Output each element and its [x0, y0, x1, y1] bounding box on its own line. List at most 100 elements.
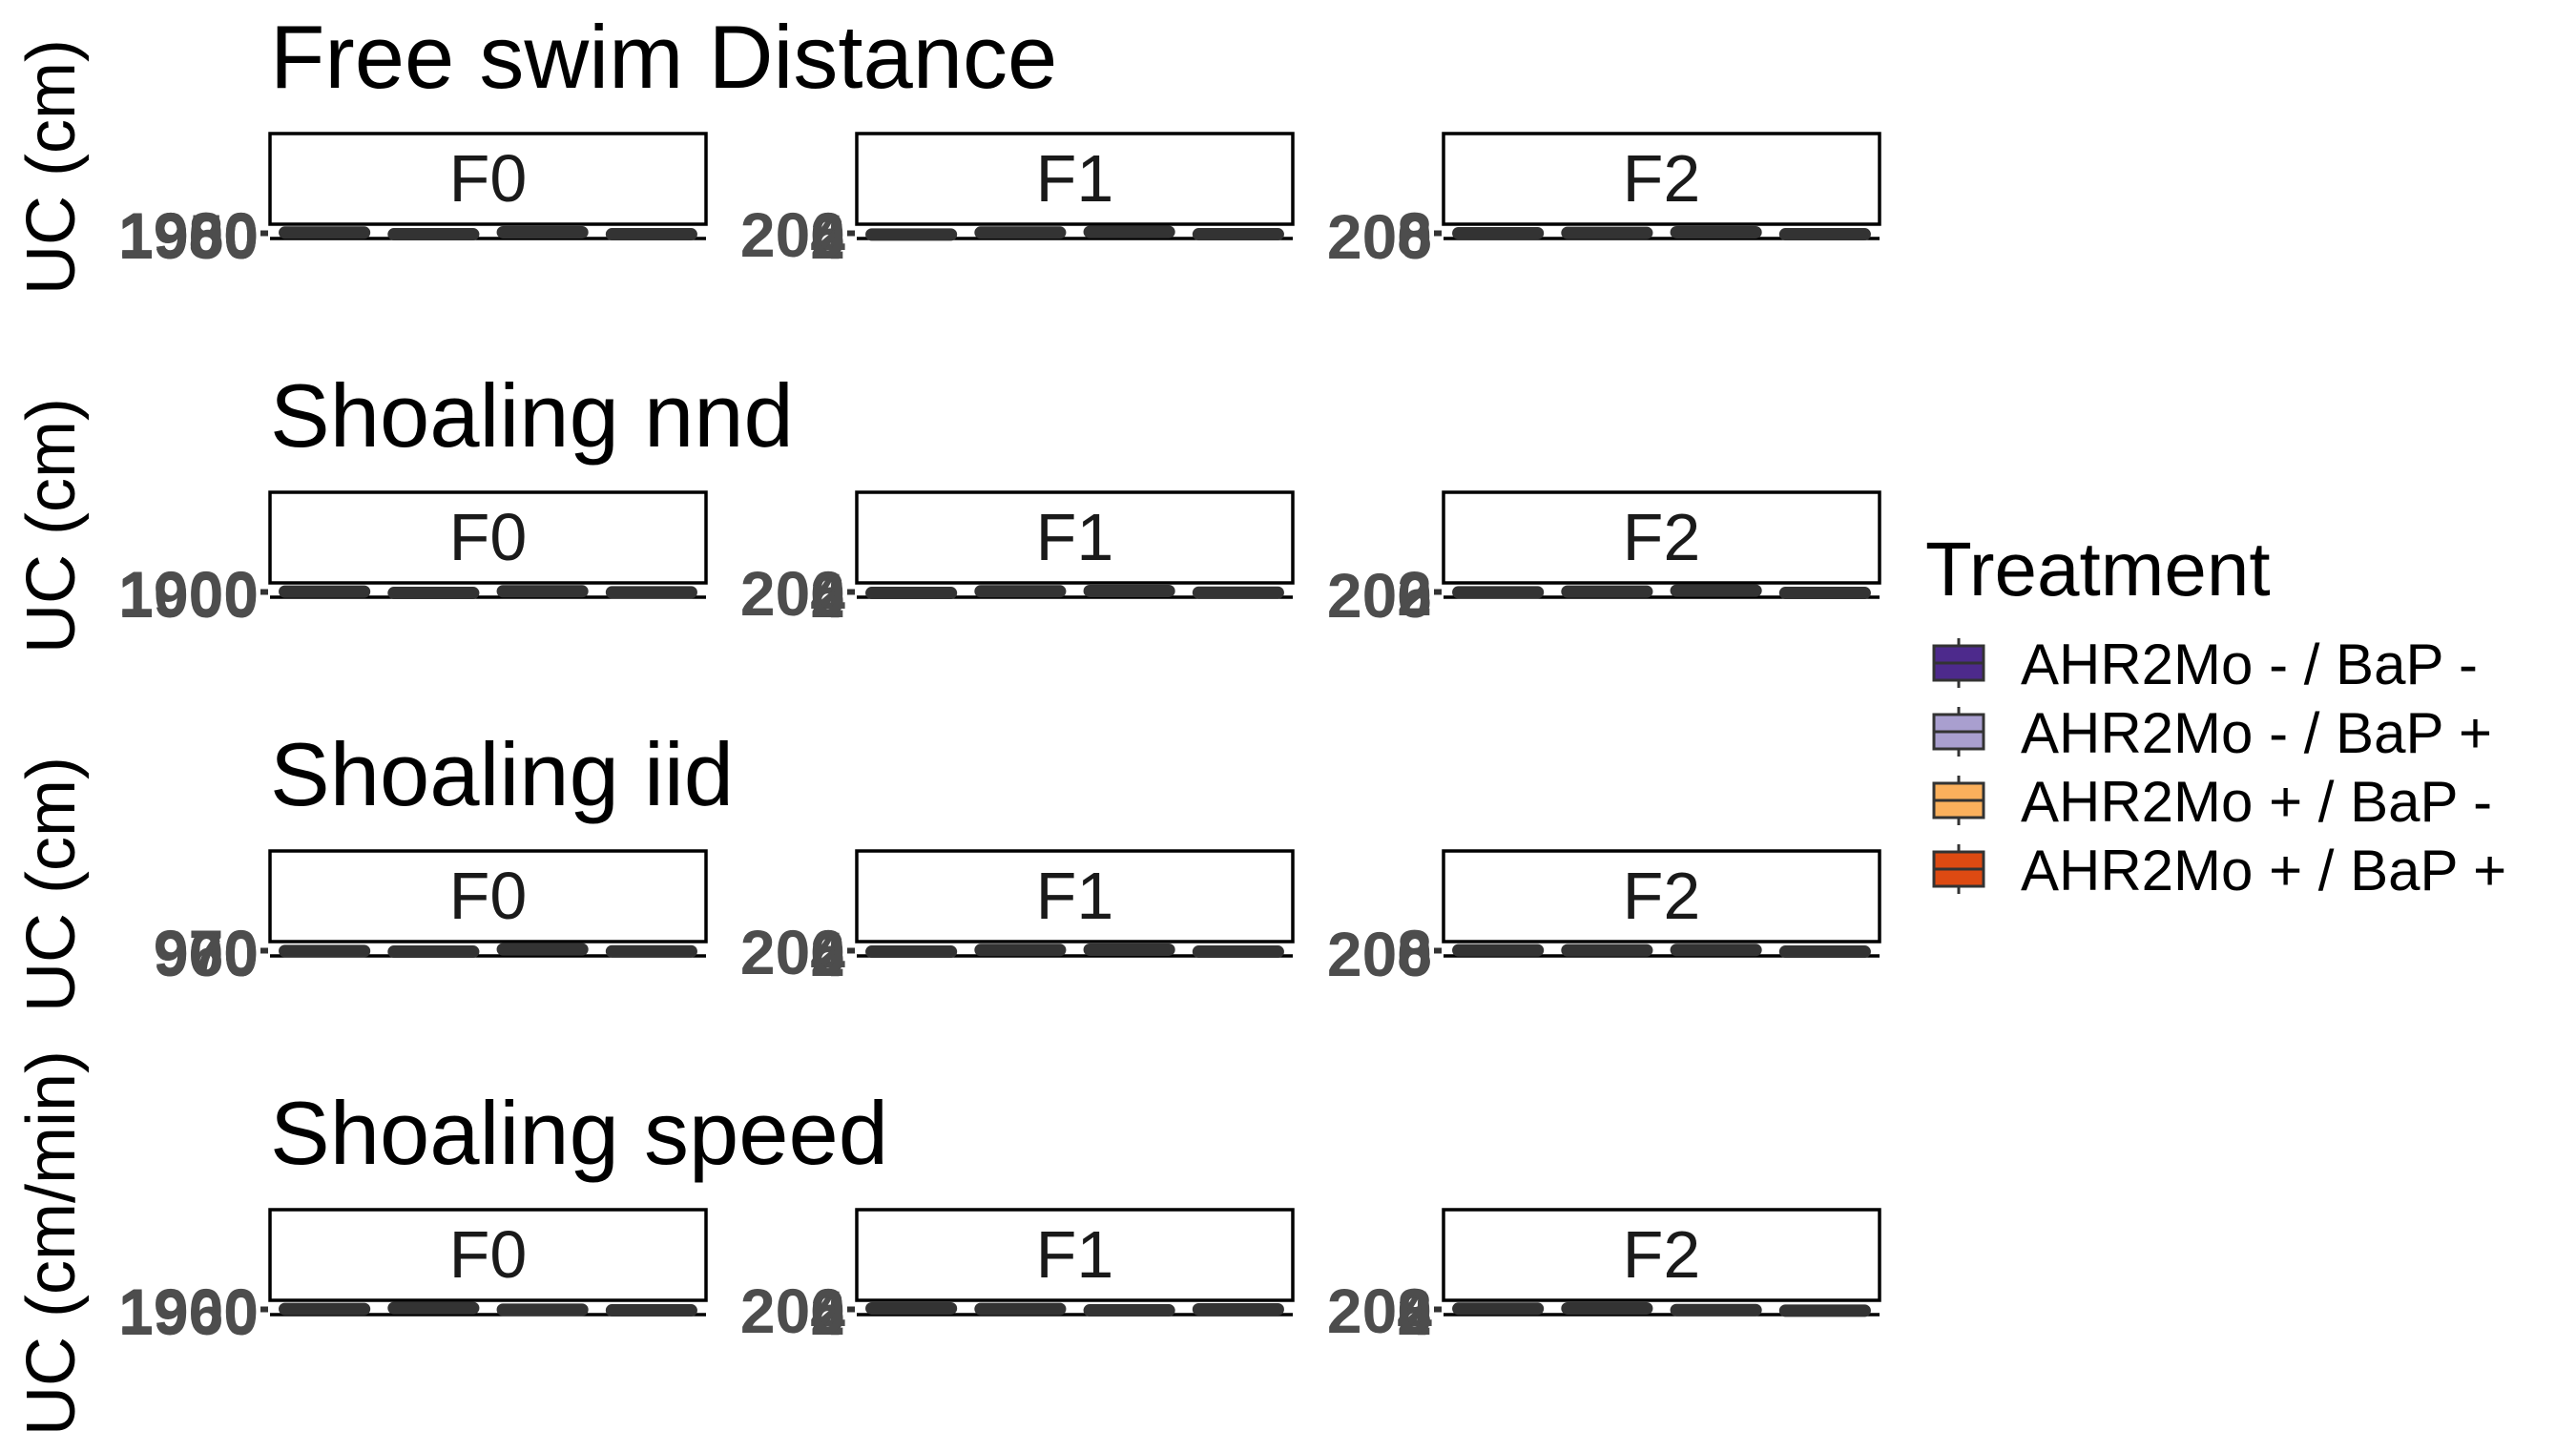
y-tick-label: 200	[740, 1275, 845, 1346]
boxplot-box	[605, 586, 697, 599]
boxplot-box	[1670, 584, 1762, 597]
boxplot-box	[496, 225, 589, 238]
boxplot-box	[1452, 586, 1545, 599]
y-tick-label: 4	[810, 201, 845, 272]
facet-strip	[855, 490, 1295, 585]
facet-strip-label: F2	[1623, 859, 1701, 933]
boxplot-box	[279, 226, 371, 239]
facet-strip-label: F0	[449, 859, 528, 933]
boxplot-box	[387, 587, 480, 600]
facet-strip-label: F2	[1623, 1217, 1701, 1292]
boxplot-box	[1561, 585, 1653, 598]
boxplot-box	[1192, 1303, 1284, 1316]
boxplot-box	[387, 945, 480, 959]
y-tick-label: 970	[154, 917, 259, 987]
legend-item: AHR2Mo + / BaP +	[1932, 839, 2506, 902]
boxplot-box	[1561, 1301, 1653, 1315]
y-tick-label: 200	[1327, 1275, 1432, 1346]
facet-strip-label: F1	[1036, 859, 1114, 933]
y-tick-label: 2	[810, 1277, 845, 1348]
boxplot-box	[496, 585, 589, 598]
legend-label: AHR2Mo - / BaP +	[2021, 701, 2492, 765]
legend-item: AHR2Mo + / BaP -	[1932, 770, 2492, 834]
boxplot-box	[1561, 226, 1653, 239]
facet-strip-label: F1	[1036, 141, 1114, 216]
facet-strip	[1442, 132, 1881, 226]
facet-strip	[268, 132, 708, 226]
facet-strip-label: F2	[1623, 500, 1701, 574]
boxplot-box	[1083, 943, 1175, 956]
boxplot-box	[974, 944, 1067, 957]
facet-strip	[855, 1208, 1295, 1302]
y-axis-label: UC (cm)	[13, 757, 90, 1012]
boxplot-box	[387, 1301, 480, 1315]
y-tick-label: 1000	[118, 558, 259, 629]
boxplot-box	[865, 228, 958, 241]
boxplot-box	[605, 944, 697, 958]
facet-strip	[268, 1208, 708, 1302]
panel-row: Free swim Distance UC (cm) F0 1960198019501…	[13, 7, 1881, 295]
boxplot-box	[974, 585, 1067, 598]
boxplot-box	[1452, 1302, 1545, 1316]
y-tick-label: 1960	[118, 201, 259, 272]
boxplot-box	[1670, 944, 1762, 957]
y-tick-label: 960	[154, 919, 259, 989]
boxplot-box	[1192, 228, 1284, 241]
y-tick-label: 1900	[118, 560, 259, 631]
facet-strip	[855, 132, 1295, 226]
legend-label: AHR2Mo + / BaP +	[2021, 839, 2506, 902]
legend-item: AHR2Mo - / BaP -	[1932, 633, 2478, 696]
boxplot-box	[1452, 944, 1545, 957]
facet-strip	[268, 849, 708, 944]
y-tick-label: 4	[810, 560, 845, 631]
y-tick-label: 1950	[118, 201, 259, 272]
y-tick-label: 2	[1397, 1277, 1432, 1348]
y-tick-label: 2	[1397, 558, 1432, 629]
boxplot-box	[605, 228, 697, 241]
y-tick-label: 6	[1397, 201, 1432, 272]
facet-strip-label: F0	[449, 1217, 528, 1292]
boxplot-box	[1083, 584, 1175, 597]
facet-strip	[855, 849, 1295, 944]
panel-title: Shoaling iid	[270, 724, 734, 824]
y-tick-label: 900	[154, 919, 259, 989]
y-tick-label: 1900	[118, 199, 259, 270]
y-tick-label: 6	[810, 917, 845, 987]
y-tick-label: 6	[1397, 919, 1432, 989]
y-tick-label: 2	[810, 201, 845, 272]
y-tick-label: 8	[1397, 199, 1432, 270]
boxplot-box	[1452, 227, 1545, 239]
y-tick-label: 200	[740, 199, 845, 270]
y-tick-label: 1900	[118, 1275, 259, 1346]
y-tick-label: 4	[1397, 1277, 1432, 1348]
y-tick-label: 1980	[118, 199, 259, 270]
panel-title: Free swim Distance	[270, 7, 1057, 107]
boxplot-box	[387, 228, 480, 241]
y-tick-label: 6	[810, 558, 845, 629]
boxplot-box	[496, 943, 589, 956]
facet-strip-label: F1	[1036, 1217, 1114, 1292]
boxplot-box	[1083, 225, 1175, 238]
boxplot-box	[865, 945, 958, 959]
boxplot-box	[1670, 1303, 1762, 1317]
y-axis-label: UC (cm)	[13, 398, 90, 653]
y-tick-label: 200	[740, 558, 845, 629]
legend-label: AHR2Mo - / BaP -	[2021, 633, 2478, 696]
boxplot-box	[279, 585, 371, 598]
y-tick-label: 200	[1327, 560, 1432, 631]
